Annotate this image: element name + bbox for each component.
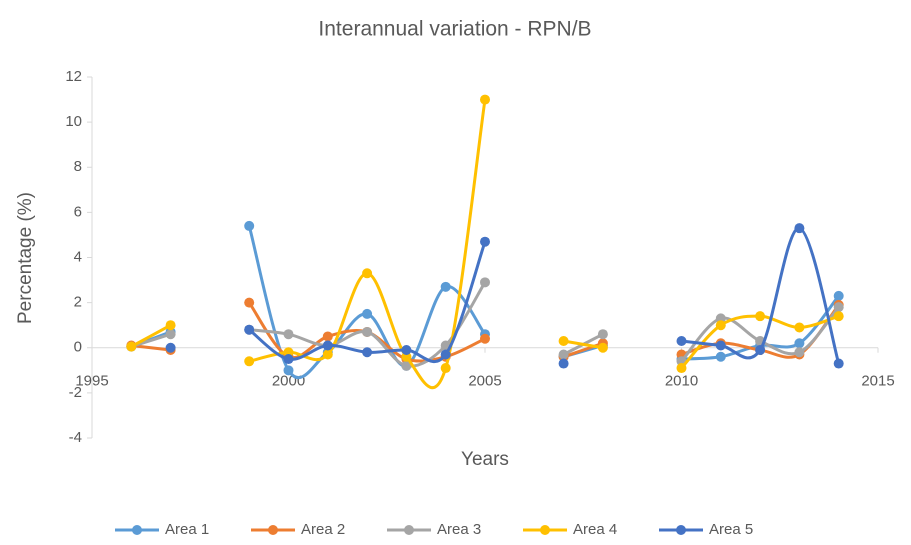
data-point [362,347,373,358]
legend-marker [268,525,278,535]
data-point [244,297,255,308]
y-tick-label: 8 [74,158,82,175]
data-point [362,308,373,319]
data-point [401,345,412,356]
legend-label: Area 1 [165,521,209,538]
data-point [715,340,726,351]
data-point [715,351,726,362]
data-point [794,338,805,349]
data-point [440,281,451,292]
data-point [480,333,490,344]
y-tick-label: 4 [74,248,82,265]
legend-label: Area 4 [573,521,617,538]
x-tick-label: 2015 [861,373,894,390]
data-point [833,358,844,369]
y-tick-label: 12 [65,68,82,85]
legend-marker [540,525,550,535]
x-tick-label: 1995 [75,373,108,390]
data-point [283,329,294,340]
y-tick-label: -4 [69,429,82,446]
series-line [130,99,840,390]
data-point [244,356,255,367]
data-point [794,322,805,333]
data-point [440,363,451,374]
data-point [558,349,569,360]
y-tick-label: 2 [74,294,82,311]
data-point [597,329,608,340]
data-point [833,290,844,301]
legend-marker [404,525,414,535]
data-point [362,268,373,279]
data-point [283,354,294,365]
data-point [558,335,569,346]
y-tick-label: -2 [69,384,82,401]
data-point [794,347,805,358]
data-point [322,349,333,360]
legend-marker [676,525,686,535]
data-point [244,324,255,335]
x-tick-label: 2005 [468,373,501,390]
data-point [401,360,412,371]
legend-label: Area 2 [301,521,345,538]
y-axis-title: Percentage (%) [15,192,36,324]
data-point [165,329,176,340]
series-line [130,225,840,380]
x-tick-label: 2010 [665,373,698,390]
data-point [165,342,176,353]
legend-marker [132,525,142,535]
data-point [126,341,137,352]
data-point [480,236,490,247]
legend-label: Area 3 [437,521,481,538]
data-point [833,311,844,322]
chart-title: Interannual variation - RPN/B [318,18,591,41]
data-point [362,326,373,337]
x-axis-title: Years [461,449,509,470]
data-point [283,365,294,376]
data-point [755,345,766,356]
data-point [480,94,490,105]
y-tick-label: 0 [74,339,82,356]
data-point [322,331,333,342]
data-point [676,363,687,374]
data-point [165,320,176,331]
data-point [833,302,844,313]
data-point [755,311,766,322]
data-point [676,335,687,346]
data-point [715,320,726,331]
data-point [480,277,490,288]
data-point [440,349,451,360]
data-point [794,223,805,234]
data-point [244,220,255,231]
legend-label: Area 5 [709,521,753,538]
y-tick-label: 6 [74,203,82,220]
y-tick-label: 10 [65,113,82,130]
data-point [558,358,569,369]
data-point [597,342,608,353]
data-point [322,340,333,351]
